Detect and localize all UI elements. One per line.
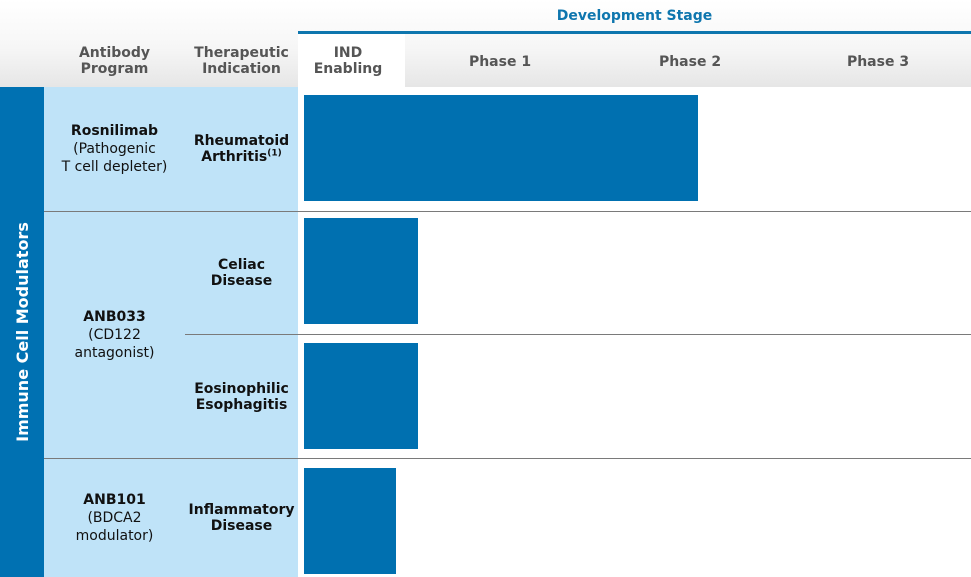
indication-celiac-disease: Celiac Disease bbox=[185, 212, 298, 334]
phase1-header: Phase 1 bbox=[468, 54, 532, 70]
therapeutic-indication-header-line1: Therapeutic bbox=[194, 44, 289, 61]
therapeutic-indication-header: Therapeutic Indication bbox=[185, 34, 298, 87]
category-label: Immune Cell Modulators bbox=[12, 222, 32, 442]
program-name: ANB033 bbox=[83, 309, 146, 325]
therapeutic-indication-header-line2: Indication bbox=[202, 60, 281, 77]
header-background bbox=[0, 0, 971, 87]
ind-enabling-header-line1: IND bbox=[333, 44, 363, 61]
ind-enabling-header: IND Enabling bbox=[298, 34, 398, 87]
program-description: modulator) bbox=[75, 528, 154, 544]
indication-inflammatory-disease: Inflammatory Disease bbox=[185, 459, 298, 577]
program-name: ANB101 bbox=[83, 492, 146, 508]
indication-line2: Arthritis bbox=[201, 149, 268, 165]
phase2-header: Phase 2 bbox=[658, 54, 722, 70]
program-description: T cell depleter) bbox=[61, 159, 168, 175]
indication-line1: Inflammatory bbox=[188, 502, 295, 518]
antibody-program-header: Antibody Program bbox=[44, 34, 185, 87]
footnote-marker: (1) bbox=[267, 148, 282, 159]
row-divider bbox=[44, 458, 971, 459]
program-progress-bar bbox=[304, 95, 698, 201]
development-stage-underline bbox=[298, 31, 971, 34]
indication-line1: Eosinophilic bbox=[194, 380, 289, 397]
program-indication-panel bbox=[44, 87, 298, 577]
ind-enabling-header-background bbox=[298, 34, 405, 87]
indication-line2: Disease bbox=[210, 273, 273, 289]
program-anb101: ANB101 (BDCA2 modulator) bbox=[44, 459, 185, 577]
program-name: Rosnilimab bbox=[70, 123, 159, 139]
program-description: (BDCA2 bbox=[87, 510, 142, 526]
row-divider bbox=[44, 211, 971, 212]
program-progress-bar bbox=[304, 468, 396, 574]
indication-line1: Rheumatoid bbox=[193, 133, 290, 149]
program-description: (CD122 bbox=[88, 327, 141, 343]
indication-line2: Disease bbox=[210, 518, 273, 534]
indication-eosinophilic-esophagitis: Eosinophilic Esophagitis bbox=[185, 335, 298, 458]
indication-line2: Esophagitis bbox=[195, 396, 288, 413]
program-description: antagonist) bbox=[74, 345, 155, 361]
program-rosnilimab: Rosnilimab (Pathogenic T cell depleter) bbox=[44, 87, 185, 211]
development-stage-title: Development Stage bbox=[556, 7, 713, 24]
indication-rheumatoid-arthritis: Rheumatoid Arthritis(1) bbox=[185, 87, 298, 211]
indication-line1: Celiac bbox=[217, 257, 266, 273]
phase3-header: Phase 3 bbox=[846, 54, 910, 70]
antibody-program-header-line2: Program bbox=[80, 60, 149, 77]
program-progress-bar bbox=[304, 218, 418, 324]
category-side-bar bbox=[0, 87, 44, 577]
antibody-program-header-line1: Antibody bbox=[78, 44, 151, 61]
row-divider bbox=[185, 334, 971, 335]
program-description: (Pathogenic bbox=[73, 141, 156, 157]
program-progress-bar bbox=[304, 343, 418, 449]
ind-enabling-header-line2: Enabling bbox=[313, 60, 383, 77]
program-anb033: ANB033 (CD122 antagonist) bbox=[44, 212, 185, 458]
